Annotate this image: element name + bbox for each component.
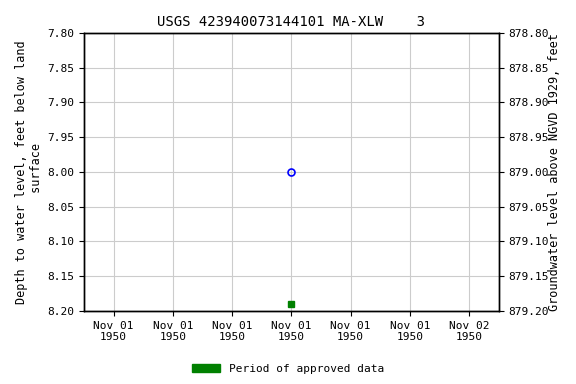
Legend: Period of approved data: Period of approved data [188, 359, 388, 379]
Title: USGS 423940073144101 MA-XLW    3: USGS 423940073144101 MA-XLW 3 [157, 15, 425, 29]
Y-axis label: Groundwater level above NGVD 1929, feet: Groundwater level above NGVD 1929, feet [548, 33, 561, 311]
Y-axis label: Depth to water level, feet below land
 surface: Depth to water level, feet below land su… [15, 40, 43, 304]
